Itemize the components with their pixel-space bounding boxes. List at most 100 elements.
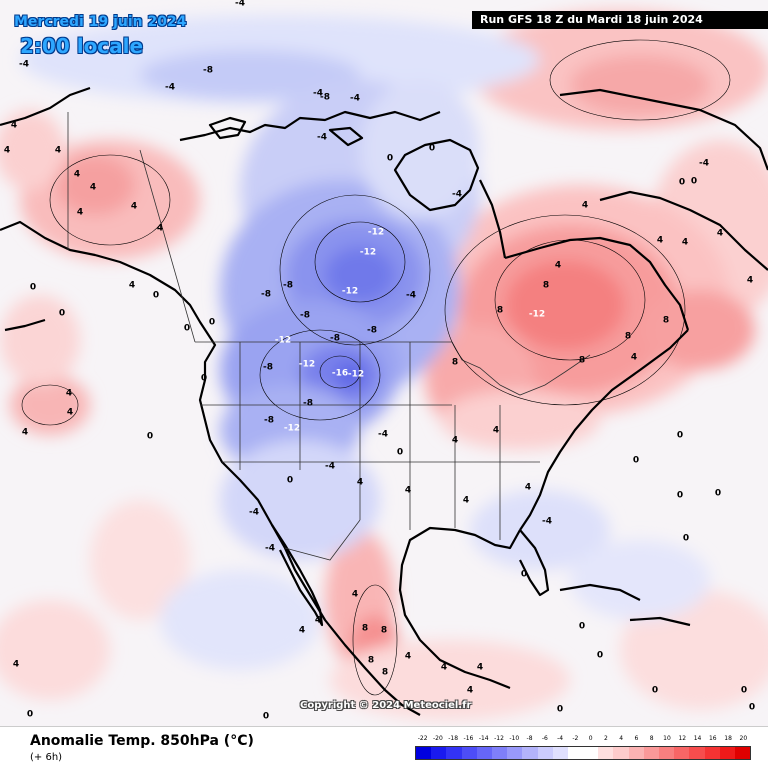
- isotherm-label: 4: [441, 663, 447, 673]
- scale-swatch: [431, 747, 447, 759]
- isotherm-label: 8: [543, 281, 549, 291]
- scale-tick-label: 10: [663, 735, 671, 742]
- isotherm-label: 4: [555, 261, 561, 271]
- forecast-lead-time: (+ 6h): [30, 752, 63, 763]
- isotherm-label: -12: [275, 336, 291, 346]
- scale-tick-label: -8: [526, 735, 533, 742]
- isotherm-label: 4: [357, 478, 363, 488]
- isotherm-label: -4: [313, 89, 323, 99]
- scale-swatch: [446, 747, 462, 759]
- isotherm-label: -8: [330, 334, 340, 344]
- isotherm-label: 0: [287, 476, 293, 486]
- isotherm-label: 4: [157, 224, 163, 234]
- scale-swatch: [734, 747, 751, 759]
- isotherm-label: -12: [348, 370, 364, 380]
- anomaly-shading: [0, 10, 768, 720]
- isotherm-label: -8: [261, 290, 271, 300]
- isotherm-label: 4: [463, 496, 469, 506]
- scale-swatch: [491, 747, 508, 759]
- isotherm-label: 0: [209, 318, 215, 328]
- isotherm-label: -4: [378, 430, 388, 440]
- scale-swatch: [507, 747, 523, 759]
- isotherm-labels: -8-4-4-4-4-8 -4-4-12-12-12-8-8-8-12-8-8-1…: [4, 0, 755, 722]
- isotherm-label: -4: [542, 517, 552, 527]
- scale-tick-label: -22: [417, 735, 428, 742]
- scale-tick-label: 16: [708, 735, 717, 742]
- isotherm-label: -4: [165, 83, 175, 93]
- isotherm-label: 0: [691, 177, 697, 187]
- isotherm-label: 0: [30, 283, 36, 293]
- isotherm-label: 4: [352, 590, 358, 600]
- scale-swatch: [719, 747, 735, 759]
- isotherm-label: 0: [557, 705, 563, 715]
- isotherm-label: 4: [315, 616, 321, 626]
- isotherm-label: 0: [677, 431, 683, 441]
- isotherm-label: 4: [405, 652, 411, 662]
- scale-tick-label: -18: [448, 735, 459, 742]
- isotherm-label: -8: [283, 281, 293, 291]
- isotherm-label: 0: [633, 456, 639, 466]
- isotherm-label: -8: [203, 66, 213, 76]
- isotherm-label: 4: [131, 202, 137, 212]
- isotherm-label: 4: [405, 486, 411, 496]
- isotherm-label: -4: [699, 159, 709, 169]
- isotherm-label: 8: [625, 332, 631, 342]
- isotherm-label: 4: [299, 626, 305, 636]
- scale-swatch: [461, 747, 477, 759]
- isotherm-label: 0: [147, 432, 153, 442]
- isotherm-label: 0: [679, 178, 685, 188]
- scale-swatch: [416, 747, 432, 759]
- isotherm-label: 4: [525, 483, 531, 493]
- scale-swatch: [522, 747, 538, 759]
- scale-swatch: [628, 747, 644, 759]
- isotherm-label: 0: [201, 374, 207, 384]
- scale-tick-label: 20: [739, 735, 748, 742]
- scale-swatch: [567, 747, 584, 759]
- scale-tick-label: 6: [634, 735, 639, 742]
- isotherm-label: 0: [387, 154, 393, 164]
- scale-swatch: [704, 747, 720, 759]
- copyright-notice: Copyright © 2024 Meteociel.fr: [300, 700, 472, 711]
- borders: [67, 112, 591, 561]
- isotherm-label: 8: [382, 668, 388, 678]
- isotherm-label: -8: [264, 416, 274, 426]
- scale-tick-label: 2: [603, 735, 608, 742]
- scale-tick-label: -10: [509, 735, 520, 742]
- scale-swatch: [674, 747, 690, 759]
- isotherm-label: 4: [55, 146, 61, 156]
- scale-swatch: [583, 747, 599, 759]
- isotherm-label: 4: [467, 686, 473, 696]
- isotherm-label: 0: [27, 710, 33, 720]
- isotherm-label: 4: [452, 436, 458, 446]
- isotherm-label: -4: [350, 94, 360, 104]
- isotherm-label: 4: [477, 663, 483, 673]
- isotherm-label: 0: [683, 534, 689, 544]
- isotherm-label: -8: [300, 311, 310, 321]
- scale-swatch: [476, 747, 492, 759]
- scale-swatch: [537, 747, 553, 759]
- isotherm-label: -12: [529, 310, 545, 320]
- isotherm-contours: [21, 39, 731, 696]
- isotherm-label: -12: [368, 228, 384, 238]
- isotherm-label: -4: [249, 508, 259, 518]
- scale-tick-label: -6: [541, 735, 548, 742]
- scale-swatch: [613, 747, 629, 759]
- isotherm-label: 0: [652, 686, 658, 696]
- isotherm-label: 8: [381, 626, 387, 636]
- isotherm-label: 8: [579, 356, 585, 366]
- isotherm-label: -4: [325, 462, 335, 472]
- scale-tick-label: 18: [724, 735, 732, 742]
- scale-swatch: [689, 747, 705, 759]
- map-footer: Anomalie Temp. 850hPa (°C) (+ 6h) -22 -20…: [0, 726, 768, 768]
- isotherm-label: 0: [521, 570, 527, 580]
- isotherm-label: -4: [265, 544, 275, 554]
- scale-tick-label: -2: [572, 735, 579, 742]
- isotherm-label: 0: [597, 651, 603, 661]
- isotherm-label: 4: [13, 660, 19, 670]
- isotherm-label: 8: [663, 316, 669, 326]
- isotherm-label: -8: [367, 326, 377, 336]
- isotherm-label: -4: [452, 190, 462, 200]
- isotherm-label: 4: [631, 353, 637, 363]
- isotherm-label: -8: [303, 399, 313, 409]
